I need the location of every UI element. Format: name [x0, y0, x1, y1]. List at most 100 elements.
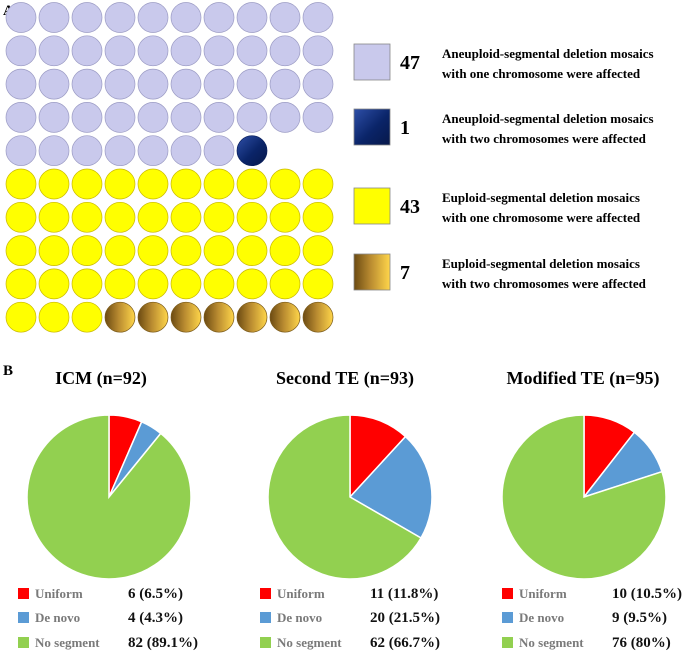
waffle-cell — [302, 201, 334, 233]
waffle-cell — [203, 235, 235, 266]
pie-charts: ICM (n=92) Uniform 6 (6.5%) De novo 4 (4.3%)… — [18, 368, 682, 651]
waffle-cell — [71, 2, 103, 33]
pie-title: Second TE (n=93) — [276, 368, 414, 389]
pie-legend-item: Uniform 11 (11.8%) — [260, 586, 438, 602]
panel-label-b: B — [3, 363, 13, 379]
waffle-cell — [302, 301, 334, 333]
waffle-cell — [5, 68, 37, 100]
pie-legend-label: No segment — [277, 635, 342, 650]
waffle-cell — [302, 235, 334, 266]
waffle-cell — [170, 268, 202, 300]
waffle-cell — [170, 102, 202, 133]
waffle-cell — [236, 201, 268, 233]
waffle-cell — [71, 235, 103, 266]
waffle-cell — [137, 168, 169, 200]
pie-title: ICM (n=92) — [55, 368, 147, 389]
waffle-cell — [104, 2, 136, 33]
waffle-cell — [170, 301, 202, 333]
legend-description: with one chromosome were affected — [442, 210, 641, 225]
pie-legend-swatch — [502, 588, 513, 599]
waffle-cell — [269, 102, 301, 133]
pie-legend-value: 9 (9.5%) — [612, 610, 667, 626]
waffle-cell — [269, 35, 301, 67]
waffle-cell — [38, 102, 70, 133]
pie-legend-label: De novo — [35, 610, 80, 625]
pie-legend-value: 76 (80%) — [612, 635, 671, 651]
waffle-cell — [236, 68, 268, 100]
waffle-legend-item: 7 Euploid-segmental deletion mosaics with … — [353, 253, 647, 291]
waffle-cell — [269, 301, 301, 333]
waffle-cell — [236, 35, 268, 67]
waffle-cell — [38, 201, 70, 233]
waffle-cell — [137, 235, 169, 266]
pie-legend-swatch — [502, 637, 513, 648]
pie-legend-label: No segment — [35, 635, 100, 650]
pie-slice — [26, 414, 192, 580]
waffle-cell — [302, 68, 334, 100]
waffle-cell — [137, 135, 169, 167]
pie-legend-item: No segment 76 (80%) — [502, 635, 671, 651]
waffle-cell — [5, 235, 37, 266]
waffle-cell — [71, 102, 103, 133]
pie-legend-swatch — [18, 637, 29, 648]
waffle-cell — [203, 2, 235, 33]
waffle-cell — [203, 268, 235, 300]
waffle-cell — [38, 235, 70, 266]
legend-description: with one chromosome were affected — [442, 66, 641, 81]
pie-legend-label: De novo — [519, 610, 564, 625]
waffle-cell — [71, 68, 103, 100]
pie-legend-value: 6 (6.5%) — [128, 586, 183, 602]
pie-legend-value: 20 (21.5%) — [370, 610, 440, 626]
waffle-cell — [38, 301, 70, 333]
waffle-cell — [104, 235, 136, 266]
waffle-cell — [104, 68, 136, 100]
waffle-cell — [269, 268, 301, 300]
pie-slice — [349, 414, 407, 499]
pie-legend-item: De novo 20 (21.5%) — [260, 610, 440, 626]
waffle-cell — [137, 201, 169, 233]
pie-slice — [267, 414, 423, 580]
waffle-cell — [170, 235, 202, 266]
waffle-cell — [269, 168, 301, 200]
legend-description: Euploid-segmental deletion mosaics — [442, 190, 640, 205]
waffle-legend-item: 43 Euploid-segmental deletion mosaics with… — [353, 187, 641, 225]
pie-legend-item: De novo 9 (9.5%) — [502, 610, 667, 626]
waffle-cell — [203, 301, 235, 333]
pie-legend-value: 4 (4.3%) — [128, 610, 183, 626]
waffle-cell — [104, 102, 136, 133]
waffle-cell — [137, 2, 169, 33]
waffle-cell — [170, 135, 202, 167]
waffle-legend: 47 Aneuploid-segmental deletion mosaics wi… — [353, 43, 654, 291]
waffle-cell — [203, 168, 235, 200]
waffle-cell — [302, 168, 334, 200]
waffle-cell — [170, 168, 202, 200]
legend-count: 7 — [400, 262, 410, 284]
waffle-cell — [236, 102, 268, 133]
waffle-cell — [302, 35, 334, 67]
waffle-cell — [170, 201, 202, 233]
legend-swatch — [353, 253, 391, 291]
waffle-cell — [269, 2, 301, 33]
legend-count: 43 — [400, 196, 420, 218]
waffle-cell — [203, 68, 235, 100]
waffle-cell — [269, 68, 301, 100]
waffle-cell — [38, 35, 70, 67]
waffle-cell — [38, 68, 70, 100]
waffle-cell — [302, 2, 334, 33]
waffle-cell — [236, 168, 268, 200]
waffle-cell — [236, 268, 268, 300]
waffle-cell — [71, 301, 103, 333]
pie-legend-value: 11 (11.8%) — [370, 586, 438, 602]
waffle-cell — [137, 301, 169, 333]
pie-slice — [348, 435, 433, 540]
pie-legend-label: Uniform — [277, 586, 325, 601]
waffle-cell — [137, 102, 169, 133]
pie-legend-value: 82 (89.1%) — [128, 635, 198, 651]
waffle-cell — [236, 235, 268, 266]
legend-description: with two chromosomes were affected — [442, 131, 647, 146]
pie-chart: ICM (n=92) Uniform 6 (6.5%) De novo 4 (4.3%)… — [18, 368, 198, 651]
pie-legend-label: Uniform — [519, 586, 567, 601]
waffle-cell — [104, 268, 136, 300]
legend-description: Aneuploid-segmental deletion mosaics — [442, 46, 654, 61]
